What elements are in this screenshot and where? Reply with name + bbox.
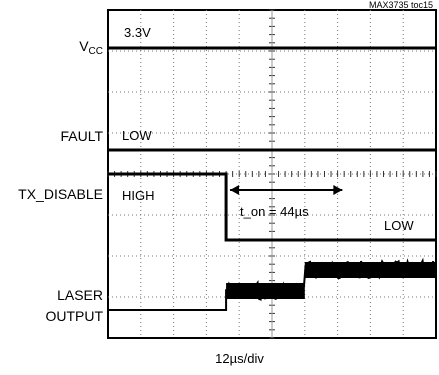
laser-output-label-line1: LASER	[57, 287, 103, 303]
laser-output-band-high	[304, 262, 436, 278]
figure-id: MAX3735 toc15	[368, 0, 433, 10]
tx-disable-trace	[108, 172, 436, 242]
laser-output-band-low	[226, 283, 305, 299]
laser-output-label-line2: OUTPUT	[45, 308, 103, 324]
ton-arrow-head-right	[333, 185, 343, 195]
vcc-label-main: V	[79, 38, 89, 54]
ton-annotation	[230, 185, 343, 195]
vcc-level-text: 3.3V	[124, 25, 151, 40]
vcc-label: VCC	[79, 38, 103, 57]
tx-disable-label: TX_DISABLE	[18, 186, 103, 202]
ton-arrow-head-left	[230, 185, 240, 195]
x-axis-label: 12µs/div	[215, 351, 264, 366]
fault-level-text: LOW	[122, 128, 152, 143]
traces	[108, 46, 436, 311]
ton-annotation-text: t_on = 44µs	[240, 204, 309, 219]
vcc-label-sub: CC	[88, 46, 103, 57]
fault-label: FAULT	[60, 128, 103, 144]
tx-high-text: HIGH	[122, 188, 155, 203]
tx-low-text: LOW	[384, 218, 414, 233]
